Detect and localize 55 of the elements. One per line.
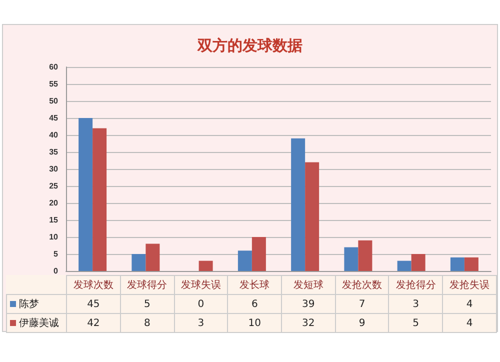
bar: [464, 257, 478, 271]
data-label: 8: [120, 314, 174, 332]
bar: [358, 240, 372, 271]
y-tick-label: 10: [49, 232, 59, 242]
bar: [238, 250, 252, 271]
x-tick-label: 发抢次数: [335, 276, 389, 294]
y-tick-label: 60: [49, 62, 59, 72]
data-label: 4: [442, 314, 496, 332]
data-label: 6: [228, 294, 282, 314]
bar: [397, 260, 412, 271]
y-tick-label: 0: [54, 266, 59, 276]
y-tick-label: 5: [54, 250, 59, 258]
x-tick-label: 发球次数: [66, 276, 120, 294]
y-tick-label: 50: [49, 96, 59, 106]
bar: [344, 247, 358, 271]
y-tick-label: 40: [49, 130, 59, 140]
x-tick-label: 发抢得分: [388, 276, 443, 294]
data-label: 3: [174, 314, 228, 332]
y-tick-label: 45: [49, 114, 59, 122]
y-tick-label: 25: [49, 182, 59, 190]
legend-label: 陈梦: [6, 294, 67, 314]
data-label: 5: [120, 294, 174, 314]
bar: [305, 162, 320, 271]
data-label: 9: [335, 314, 389, 332]
bar: [198, 260, 213, 271]
x-tick-label: 发球得分: [120, 276, 174, 294]
bar: [411, 254, 426, 271]
bar: [78, 118, 93, 271]
data-label: 42: [66, 314, 120, 332]
data-label: 39: [282, 294, 336, 314]
bar: [132, 254, 146, 271]
chart-title: 双方的发球数据: [196, 36, 302, 54]
x-tick-label: 发球失误: [174, 276, 228, 294]
data-label: 45: [66, 294, 120, 314]
bar: [252, 237, 266, 271]
x-tick-label: 发长球: [228, 276, 282, 294]
data-label: 7: [335, 294, 389, 314]
y-tick-label: 30: [49, 164, 59, 174]
y-tick-label: 20: [49, 198, 59, 208]
y-tick-label: 15: [49, 216, 59, 224]
data-label: 5: [388, 314, 443, 332]
bar: [92, 128, 107, 271]
x-tick-label: 发短球: [282, 276, 336, 294]
y-tick-label: 35: [49, 148, 59, 156]
data-label: 32: [282, 314, 336, 332]
data-label: 4: [442, 294, 496, 314]
x-tick-label: 发抢失误: [442, 276, 496, 294]
data-label: 3: [388, 294, 443, 314]
bar: [146, 244, 160, 271]
bar: [450, 257, 464, 271]
data-label: 10: [228, 314, 282, 332]
bar: [291, 138, 306, 271]
y-tick-label: 55: [49, 80, 59, 88]
data-label: 0: [174, 294, 228, 314]
legend-label: 伊藤美诚: [6, 314, 67, 332]
